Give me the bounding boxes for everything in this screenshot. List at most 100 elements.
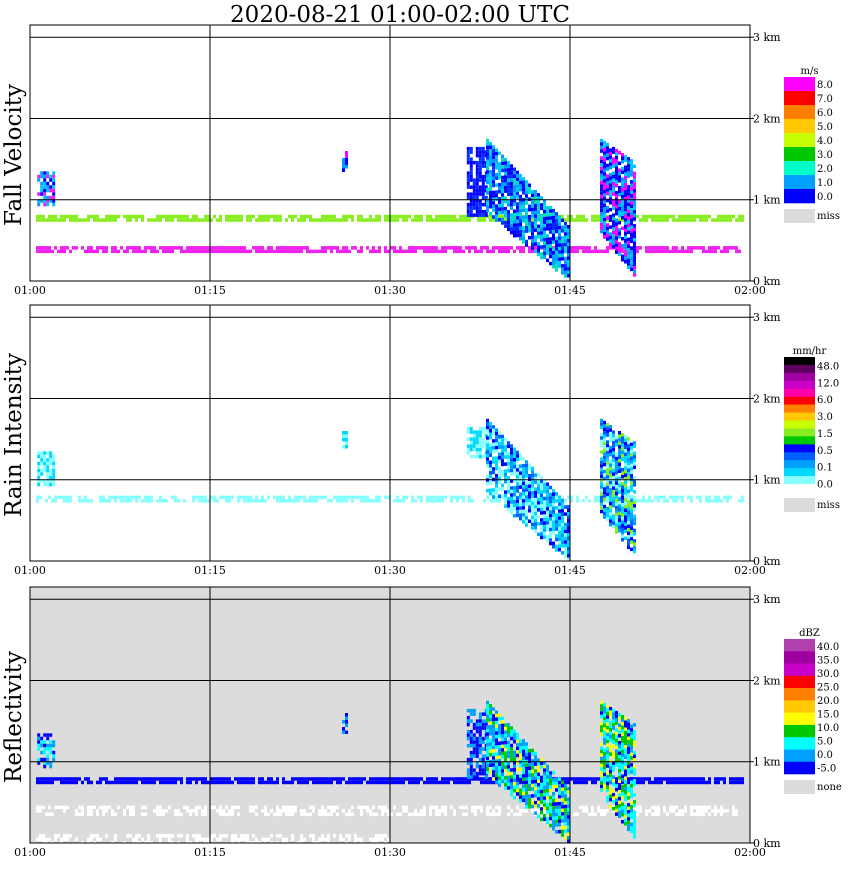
data-cell <box>669 780 672 785</box>
data-cell <box>705 499 708 503</box>
data-cell <box>111 495 114 500</box>
colorbar-missing-label: miss <box>817 500 840 511</box>
data-cell <box>522 492 525 496</box>
data-cell <box>606 454 609 458</box>
data-cell <box>579 805 582 810</box>
data-cell <box>228 777 231 781</box>
data-cell <box>252 246 255 250</box>
data-cell <box>720 218 723 222</box>
data-cell <box>462 218 465 222</box>
data-cell <box>486 481 489 486</box>
data-cell <box>478 757 482 762</box>
data-cell <box>312 805 315 810</box>
data-cell <box>501 765 504 770</box>
data-cell <box>507 182 510 186</box>
data-cell <box>522 506 525 510</box>
data-cell <box>342 438 345 442</box>
data-cell <box>300 780 303 785</box>
data-cell <box>300 214 303 219</box>
data-cell <box>600 742 603 747</box>
data-cell <box>216 809 219 813</box>
data-cell <box>516 450 519 455</box>
data-cell <box>600 704 603 708</box>
data-cell <box>105 218 108 222</box>
data-cell <box>423 812 426 817</box>
data-cell <box>537 487 540 491</box>
data-cell <box>478 447 482 452</box>
data-cell <box>49 482 53 487</box>
data-cell <box>315 780 318 785</box>
data-cell <box>615 481 618 485</box>
data-cell <box>237 246 240 250</box>
data-cell <box>621 806 624 810</box>
data-cell <box>46 181 50 186</box>
data-cell <box>633 754 636 759</box>
data-cell <box>489 249 492 254</box>
data-cell <box>555 250 558 255</box>
data-cell <box>351 218 354 222</box>
data-cell <box>441 780 444 785</box>
data-cell <box>708 780 711 785</box>
data-cell <box>129 834 132 838</box>
data-cell <box>603 748 606 752</box>
data-cell <box>330 780 333 785</box>
data-cell <box>612 754 615 758</box>
data-cell <box>600 205 603 209</box>
data-cell <box>478 153 482 158</box>
data-cell <box>537 490 540 495</box>
data-cell <box>481 430 485 434</box>
data-cell <box>417 812 420 817</box>
data-cell <box>552 795 555 799</box>
data-cell <box>165 780 168 785</box>
data-cell <box>495 759 498 763</box>
data-cell <box>402 495 405 500</box>
data-cell <box>603 709 606 714</box>
data-cells <box>36 418 744 561</box>
data-cell <box>294 805 297 810</box>
data-cells <box>36 138 744 278</box>
data-cell <box>609 470 612 474</box>
data-cell <box>705 214 708 219</box>
data-cell <box>612 237 615 242</box>
data-cell <box>495 428 498 432</box>
data-cell <box>522 205 525 209</box>
data-cell <box>618 811 621 815</box>
data-cell <box>621 258 624 262</box>
data-cell <box>492 780 495 785</box>
data-cell <box>492 728 495 732</box>
data-cell <box>378 805 381 810</box>
colorbar-missing-label: miss <box>817 211 840 222</box>
y-tick-label: 2 km <box>753 392 781 405</box>
data-cell <box>561 537 564 541</box>
data-cell <box>618 445 621 449</box>
data-cell <box>537 228 540 232</box>
data-cell <box>603 203 606 208</box>
data-cell <box>618 193 621 197</box>
data-cell <box>336 249 339 254</box>
data-cell <box>606 788 609 793</box>
data-cell <box>348 780 351 785</box>
data-cell <box>324 812 327 817</box>
data-cell <box>492 169 495 174</box>
data-cell <box>510 167 513 172</box>
data-cell <box>624 755 627 759</box>
data-cell <box>531 762 534 767</box>
data-cell <box>46 472 50 476</box>
data-cell <box>630 724 633 729</box>
data-cell <box>333 214 336 219</box>
data-cell <box>558 805 561 809</box>
data-cell <box>90 837 93 842</box>
data-cell <box>498 724 501 728</box>
data-cell <box>618 783 621 787</box>
data-cell <box>345 716 348 720</box>
data-cell <box>531 494 534 499</box>
data-cell <box>475 178 479 182</box>
colorbar-missing-swatch <box>784 498 815 512</box>
data-cell <box>252 499 255 503</box>
data-cell <box>478 426 482 431</box>
data-cell <box>600 774 603 778</box>
data-cell <box>612 192 615 196</box>
data-cell <box>342 246 345 250</box>
data-cell <box>123 495 126 500</box>
data-cell <box>123 780 126 785</box>
